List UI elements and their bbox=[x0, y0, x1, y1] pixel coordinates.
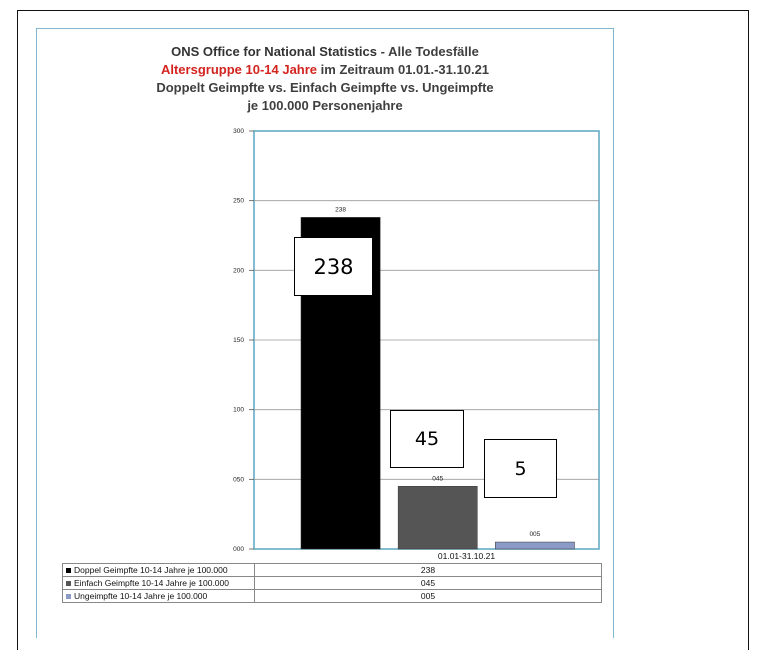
title-line-4: je 100.000 Personenjahre bbox=[247, 98, 403, 113]
legend-cell-name: Einfach Geimpfte 10-14 Jahre je 100.000 bbox=[62, 576, 255, 590]
bar-ungeimpfte bbox=[495, 541, 575, 550]
legend-cell-value: 238 bbox=[254, 563, 602, 577]
callout-einfach: 45 bbox=[390, 410, 464, 468]
title-line-3: Doppelt Geimpfte vs. Einfach Geimpfte vs… bbox=[156, 80, 494, 95]
data-label: 238 bbox=[335, 206, 346, 213]
title-subject: Alle Todesfälle bbox=[388, 44, 479, 59]
chart-title: ONS Office for National Statistics - All… bbox=[36, 43, 614, 115]
callout-doppel: 238 bbox=[294, 237, 373, 296]
x-category-label: 01.01-31.10.21 bbox=[438, 551, 495, 561]
y-tick-label: 000 bbox=[233, 546, 244, 553]
y-tick-label: 250 bbox=[233, 198, 244, 205]
legend-marker-einfach bbox=[66, 581, 71, 587]
title-line-2: Altersgruppe 10-14 Jahre im Zeitraum 01.… bbox=[36, 61, 614, 79]
y-tick-label: 200 bbox=[233, 267, 244, 274]
callout-ungeimpfte: 5 bbox=[484, 439, 557, 498]
data-label: 045 bbox=[432, 475, 443, 482]
legend-label: Ungeimpfte 10-14 Jahre je 100.000 bbox=[74, 591, 208, 601]
legend-table: Doppel Geimpfte 10-14 Jahre je 100.000 2… bbox=[62, 563, 602, 603]
legend-cell-name: Ungeimpfte 10-14 Jahre je 100.000 bbox=[62, 589, 255, 603]
chart-panel bbox=[36, 28, 614, 638]
legend-row: Ungeimpfte 10-14 Jahre je 100.000 005 bbox=[62, 589, 602, 603]
bar-einfach bbox=[397, 486, 478, 550]
title-source: ONS Office for National Statistics bbox=[171, 44, 377, 59]
data-label: 005 bbox=[529, 531, 540, 538]
legend-marker-doppel bbox=[66, 568, 71, 574]
y-tick-label: 100 bbox=[233, 407, 244, 414]
legend-row: Doppel Geimpfte 10-14 Jahre je 100.000 2… bbox=[62, 563, 602, 577]
legend-label: Doppel Geimpfte 10-14 Jahre je 100.000 bbox=[74, 565, 228, 575]
legend-marker-ungeimpfte bbox=[66, 594, 71, 600]
legend-cell-value: 045 bbox=[254, 576, 602, 590]
title-age-group: Altersgruppe 10-14 Jahre bbox=[160, 62, 318, 77]
y-tick-label: 050 bbox=[233, 476, 244, 483]
legend-cell-value: 005 bbox=[254, 589, 602, 603]
page-frame bbox=[17, 10, 749, 650]
legend-row: Einfach Geimpfte 10-14 Jahre je 100.000 … bbox=[62, 576, 602, 590]
title-separator: - bbox=[377, 44, 389, 59]
legend-label: Einfach Geimpfte 10-14 Jahre je 100.000 bbox=[74, 578, 229, 588]
y-tick-label: 300 bbox=[233, 128, 244, 135]
title-period: im Zeitraum 01.01.-31.10.21 bbox=[317, 62, 490, 77]
legend-cell-name: Doppel Geimpfte 10-14 Jahre je 100.000 bbox=[62, 563, 255, 577]
title-line-1: ONS Office for National Statistics - All… bbox=[36, 43, 614, 61]
y-tick-label: 150 bbox=[233, 337, 244, 344]
